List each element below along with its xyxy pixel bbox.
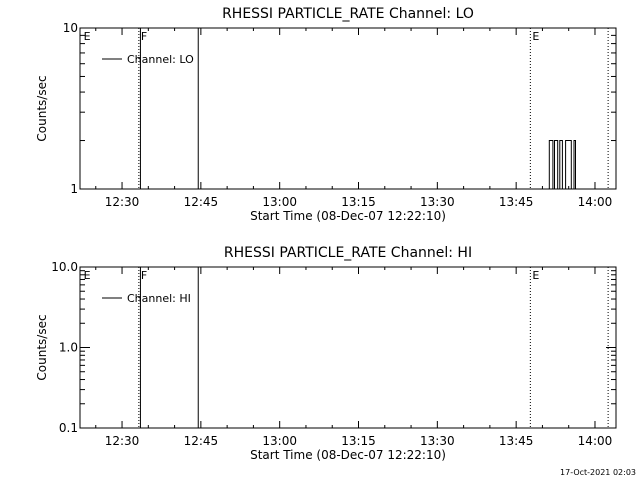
chart-1-x-axis-label: Start Time (08-Dec-07 12:22:10) bbox=[250, 448, 446, 462]
chart-1-flag-label: E bbox=[532, 269, 539, 282]
chart-0-x-tick-label: 13:30 bbox=[420, 195, 455, 209]
chart-0-x-tick-label: 13:00 bbox=[262, 195, 297, 209]
chart-1-y-axis-label: Counts/sec bbox=[35, 314, 49, 380]
chart-0-x-axis-label: Start Time (08-Dec-07 12:22:10) bbox=[250, 209, 446, 223]
chart-1-flag-label: E bbox=[84, 269, 91, 282]
chart-0-plot-frame bbox=[79, 27, 617, 190]
chart-1-title: RHESSI PARTICLE_RATE Channel: HI bbox=[224, 245, 472, 261]
chart-0-y-tick-label: 1 bbox=[70, 182, 78, 196]
chart-0-y-tick-label: 10 bbox=[63, 21, 78, 35]
chart-0-legend-label: Channel: LO bbox=[127, 53, 194, 66]
chart-1-flag-label: F bbox=[141, 269, 147, 282]
chart-0-flag-label: F bbox=[141, 30, 147, 43]
chart-1-x-tick-label: 12:30 bbox=[105, 434, 140, 448]
chart-1-x-tick-label: 13:00 bbox=[262, 434, 297, 448]
chart-0-x-tick-label: 12:30 bbox=[105, 195, 140, 209]
chart-1-y-tick-label: 0.1 bbox=[59, 421, 78, 435]
chart-0-flag-label: E bbox=[532, 30, 539, 43]
chart-0-x-tick-label: 13:15 bbox=[341, 195, 376, 209]
chart-1-x-tick-label: 12:45 bbox=[184, 434, 219, 448]
chart-1-y-tick-label: 1.0 bbox=[59, 341, 78, 355]
chart-1-x-tick-label: 14:00 bbox=[578, 434, 613, 448]
chart-0-x-tick-label: 13:45 bbox=[499, 195, 534, 209]
chart-0-x-tick-label: 12:45 bbox=[184, 195, 219, 209]
chart-0-title: RHESSI PARTICLE_RATE Channel: LO bbox=[222, 6, 474, 22]
chart-0-flag-label: E bbox=[84, 30, 91, 43]
footer-timestamp: 17-Oct-2021 02:03 bbox=[560, 468, 636, 477]
chart-1-x-tick-label: 13:15 bbox=[341, 434, 376, 448]
chart-1-legend-label: Channel: HI bbox=[127, 292, 191, 305]
chart-1-y-tick-label: 10.0 bbox=[51, 260, 78, 274]
chart-0-series-0-line bbox=[548, 140, 576, 190]
chart-0-y-axis-label: Counts/sec bbox=[35, 75, 49, 141]
chart-1-x-tick-label: 13:45 bbox=[499, 434, 534, 448]
chart-1-x-tick-label: 13:30 bbox=[420, 434, 455, 448]
chart-0-x-tick-label: 14:00 bbox=[578, 195, 613, 209]
